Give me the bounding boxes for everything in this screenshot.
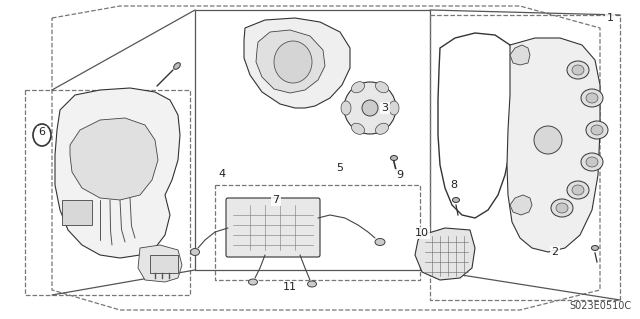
Ellipse shape	[586, 93, 598, 103]
Ellipse shape	[572, 65, 584, 75]
Polygon shape	[70, 118, 158, 200]
Text: 9: 9	[396, 170, 404, 180]
Ellipse shape	[351, 82, 365, 93]
Ellipse shape	[376, 123, 388, 134]
Polygon shape	[55, 88, 180, 258]
Ellipse shape	[534, 126, 562, 154]
Ellipse shape	[248, 279, 257, 285]
Text: 3: 3	[381, 103, 388, 113]
Text: 8: 8	[451, 180, 458, 190]
Ellipse shape	[572, 185, 584, 195]
Text: S023E0510C: S023E0510C	[570, 301, 632, 311]
Text: 11: 11	[283, 282, 297, 292]
Ellipse shape	[362, 100, 378, 116]
Ellipse shape	[591, 125, 603, 135]
Ellipse shape	[567, 181, 589, 199]
Polygon shape	[256, 30, 325, 93]
Ellipse shape	[567, 61, 589, 79]
Ellipse shape	[581, 153, 603, 171]
Polygon shape	[415, 228, 475, 280]
Polygon shape	[138, 245, 182, 282]
Text: 1: 1	[607, 13, 614, 23]
Text: 7: 7	[273, 195, 280, 205]
FancyBboxPatch shape	[226, 198, 320, 257]
Ellipse shape	[376, 82, 388, 93]
Polygon shape	[510, 195, 532, 215]
Ellipse shape	[452, 197, 460, 203]
Polygon shape	[244, 18, 350, 108]
Bar	[150, 255, 178, 273]
Polygon shape	[510, 45, 530, 65]
Ellipse shape	[375, 239, 385, 246]
Ellipse shape	[556, 203, 568, 213]
Ellipse shape	[586, 157, 598, 167]
Ellipse shape	[351, 123, 365, 134]
Text: 2: 2	[552, 247, 559, 257]
Ellipse shape	[173, 63, 180, 69]
Ellipse shape	[581, 89, 603, 107]
Ellipse shape	[591, 246, 598, 250]
Text: 6: 6	[38, 127, 45, 137]
Ellipse shape	[586, 121, 608, 139]
Bar	[62, 200, 92, 225]
Ellipse shape	[344, 82, 396, 134]
Text: 5: 5	[337, 163, 344, 173]
Ellipse shape	[307, 281, 317, 287]
Text: 10: 10	[415, 228, 429, 238]
Ellipse shape	[341, 101, 351, 115]
Ellipse shape	[389, 101, 399, 115]
Ellipse shape	[551, 199, 573, 217]
Ellipse shape	[390, 155, 397, 160]
Ellipse shape	[274, 41, 312, 83]
Polygon shape	[507, 38, 600, 252]
Text: 4: 4	[218, 169, 225, 179]
Ellipse shape	[191, 249, 200, 256]
